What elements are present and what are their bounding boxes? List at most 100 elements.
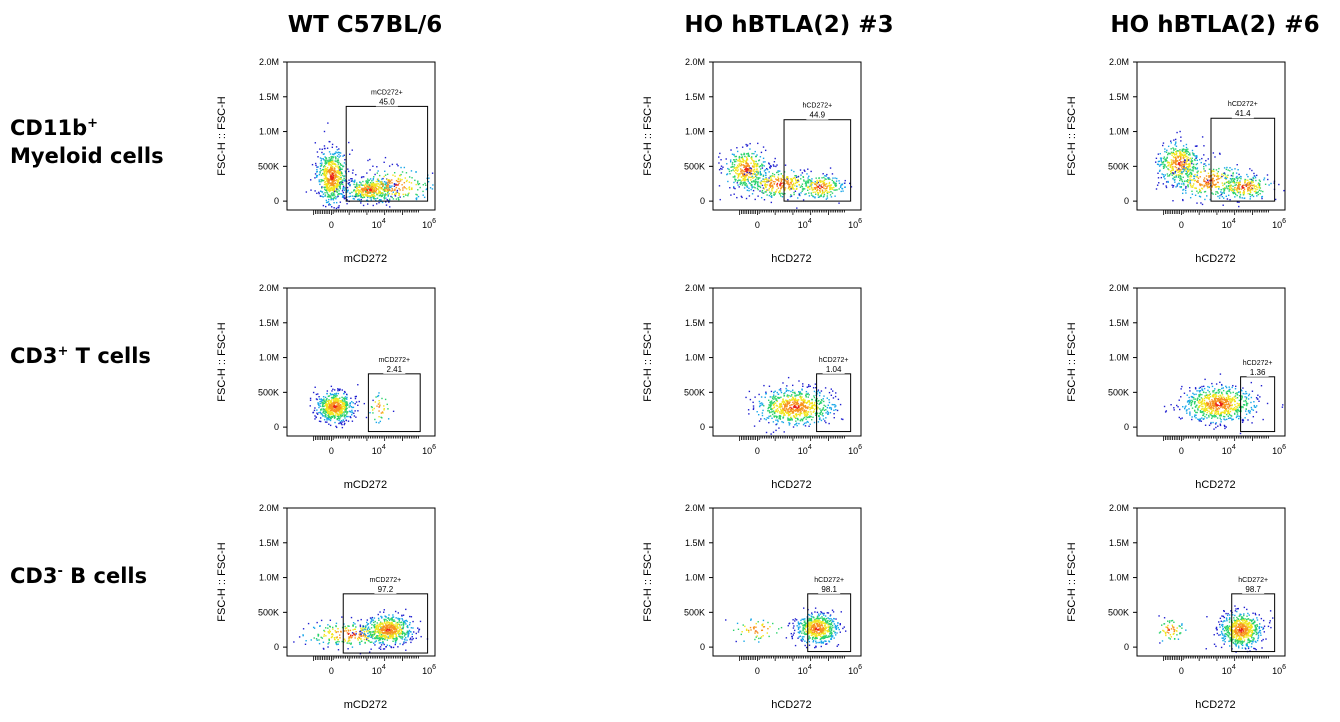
event-dot (784, 407, 786, 409)
event-dot (310, 189, 312, 191)
event-dot (805, 181, 807, 183)
event-dot (787, 184, 790, 186)
event-dot (1162, 183, 1165, 185)
event-dot (786, 394, 789, 396)
event-dot (817, 421, 820, 423)
event-dot (782, 421, 785, 424)
event-dot (1179, 179, 1181, 182)
event-dot (808, 400, 810, 402)
event-dot (1172, 147, 1174, 149)
event-dot (357, 188, 359, 191)
event-dot (822, 418, 825, 420)
event-dot (335, 179, 338, 181)
event-dot (350, 397, 352, 399)
event-dot (372, 165, 374, 167)
event-dot (366, 178, 369, 180)
event-dot (771, 190, 773, 192)
event-dot (1259, 192, 1261, 195)
event-dot (373, 407, 375, 410)
event-dot (1204, 170, 1206, 172)
event-dot (353, 190, 355, 192)
event-dot (743, 170, 746, 173)
event-dot (1175, 157, 1177, 159)
y-tick-label: 2.0M (685, 283, 705, 293)
event-dot (344, 197, 346, 199)
event-dot (331, 178, 334, 181)
event-dot (1237, 183, 1240, 185)
event-dot (721, 168, 723, 170)
event-dot (1215, 413, 1218, 415)
event-dot (1196, 174, 1198, 176)
event-dot (777, 393, 780, 395)
event-dot (326, 187, 329, 190)
event-dot (744, 183, 746, 186)
event-dot (814, 191, 816, 193)
y-axis-label: FSC-H :: FSC-H (1066, 96, 1078, 175)
event-dot (1182, 163, 1185, 166)
event-dot (353, 415, 356, 417)
event-dot (781, 178, 784, 181)
event-dot (1217, 170, 1220, 173)
event-dot (820, 409, 822, 412)
event-dot (344, 158, 346, 161)
event-dot (1185, 180, 1188, 182)
gate-name: hCD272+ (1228, 101, 1258, 108)
event-dot (819, 402, 822, 404)
event-dot (771, 175, 773, 177)
event-dot (324, 170, 326, 172)
event-dot (319, 148, 321, 150)
event-dot (828, 422, 830, 425)
event-dot (369, 197, 371, 199)
event-dot (1215, 185, 1218, 188)
event-dot (805, 183, 807, 186)
event-dot (1256, 186, 1258, 189)
event-dot (344, 414, 346, 417)
event-dot (821, 399, 823, 402)
event-dot (378, 415, 380, 418)
event-dot (1178, 174, 1180, 176)
event-dot (320, 158, 323, 160)
event-dot (1203, 154, 1205, 156)
event-dot (323, 410, 326, 412)
event-dot (333, 184, 335, 187)
event-dot (798, 194, 800, 196)
event-dot (315, 164, 317, 167)
event-dot (365, 190, 367, 193)
event-dot (747, 155, 749, 157)
event-dot (1174, 162, 1177, 164)
event-dot (817, 390, 819, 393)
event-dot (372, 177, 375, 180)
event-dot (323, 171, 326, 173)
event-dot (804, 410, 806, 413)
event-dot (776, 408, 779, 410)
event-dot (755, 165, 758, 168)
event-dot (773, 194, 775, 196)
event-dot (326, 421, 328, 423)
event-dot (1175, 145, 1178, 147)
event-dot (1187, 148, 1189, 150)
event-dot (337, 405, 339, 408)
event-dot (344, 391, 346, 394)
event-dot (773, 396, 775, 398)
event-dot (1225, 177, 1228, 180)
event-dot (377, 192, 379, 195)
event-dot (1173, 149, 1175, 152)
event-dot (404, 187, 406, 189)
event-dot (1204, 163, 1206, 165)
event-dots (309, 384, 395, 429)
gate-percent: 41.4 (1235, 109, 1251, 118)
event-dot (825, 412, 827, 414)
event-dot (777, 178, 780, 180)
event-dot (324, 180, 327, 183)
event-dot (315, 416, 317, 419)
event-dot (771, 188, 773, 190)
event-dot (754, 182, 757, 184)
event-dot (820, 194, 822, 196)
event-dot (331, 163, 333, 165)
y-tick-label: 1.0M (1109, 127, 1129, 137)
event-dot (814, 188, 817, 190)
event-dot (804, 414, 806, 416)
event-dot (786, 389, 788, 392)
event-dot (1155, 157, 1158, 160)
